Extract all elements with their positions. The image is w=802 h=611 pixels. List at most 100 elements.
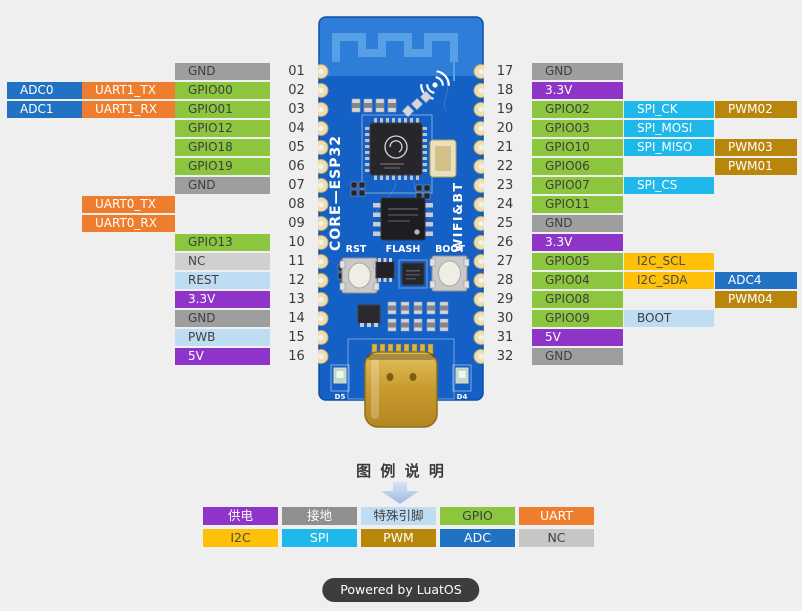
pin-box-nc: NC xyxy=(175,253,270,270)
pin-box-gnd: GND xyxy=(175,177,270,194)
pin-box-spi-cs: SPI_CS xyxy=(624,177,714,194)
pin-box-uart1-tx: UART1_TX xyxy=(82,82,175,99)
pin-row-06: 06 GPIO19 xyxy=(0,158,310,175)
pin-box-rest: REST xyxy=(175,272,270,289)
pin-row-13: 13 3.3V xyxy=(0,291,310,308)
pin-box-pwm04: PWM04 xyxy=(715,291,797,308)
pin-box-adc4: ADC4 xyxy=(715,272,797,289)
pin-box-gpio19: GPIO19 xyxy=(175,158,270,175)
pin-row-21: 21 GPIO10 SPI_MISO PWM03 xyxy=(492,139,802,156)
pin-number-11: 11 xyxy=(288,254,305,269)
pin-box-gpio05: GPIO05 xyxy=(532,253,623,270)
pin-box-5v: 5V xyxy=(532,329,623,346)
pin-row-24: 24 GPIO11 xyxy=(492,196,802,213)
pin-number-20: 20 xyxy=(496,121,514,136)
pin-row-04: 04 GPIO12 xyxy=(0,120,310,137)
pin-number-23: 23 xyxy=(496,178,514,193)
pin-row-30: 30 GPIO09 BOOT xyxy=(492,310,802,327)
pin-box-gnd: GND xyxy=(532,215,623,232)
pin-row-22: 22 GPIO06 PWM01 xyxy=(492,158,802,175)
pin-number-02: 02 xyxy=(288,83,305,98)
pin-number-16: 16 xyxy=(288,349,305,364)
pin-number-07: 07 xyxy=(288,178,305,193)
pin-box-3.3v: 3.3V xyxy=(532,82,623,99)
board-wireless-label: WIFI&BT xyxy=(450,181,465,252)
led-right-label: D4 xyxy=(457,393,468,401)
rst-button xyxy=(339,257,380,294)
pin-number-24: 24 xyxy=(496,197,514,212)
pin-box-i2c-sda: I2C_SDA xyxy=(624,272,714,289)
pin-box-uart1-rx: UART1_RX xyxy=(82,101,175,118)
pin-number-29: 29 xyxy=(496,292,514,307)
boot-label: BOOT xyxy=(435,244,465,255)
pin-box-5v: 5V xyxy=(175,348,270,365)
pin-row-11: 11 NC xyxy=(0,253,310,270)
pin-box-pwm02: PWM02 xyxy=(715,101,797,118)
down-arrow-icon xyxy=(381,482,419,504)
legend-item-gpio: GPIO xyxy=(440,507,515,525)
pin-box-spi-mosi: SPI_MOSI xyxy=(624,120,714,137)
pin-box-uart0-rx: UART0_RX xyxy=(82,215,175,232)
pin-box-3.3v: 3.3V xyxy=(532,234,623,251)
pin-row-31: 31 5V xyxy=(492,329,802,346)
pin-number-09: 09 xyxy=(288,216,305,231)
legend-item-spi: SPI xyxy=(282,529,357,547)
pin-box-adc0: ADC0 xyxy=(7,82,82,99)
powered-by-badge: Powered by LuatOS xyxy=(322,578,480,602)
crystal-component xyxy=(429,139,457,178)
pin-box-gpio08: GPIO08 xyxy=(532,291,623,308)
pin-number-32: 32 xyxy=(496,349,514,364)
pin-number-18: 18 xyxy=(496,83,514,98)
pin-row-08: 08 UART0_TX xyxy=(0,196,310,213)
pin-box-adc1: ADC1 xyxy=(7,101,82,118)
pin-row-10: 10 GPIO13 xyxy=(0,234,310,251)
pin-number-05: 05 xyxy=(288,140,305,155)
pin-row-01: 01 GND xyxy=(0,63,310,80)
pin-number-22: 22 xyxy=(496,159,514,174)
board-title-vertical: CORE—ESP32 xyxy=(328,135,344,251)
pin-number-26: 26 xyxy=(496,235,514,250)
antenna-trace xyxy=(332,33,458,62)
legend-title: 图 例 说 明 xyxy=(356,462,446,480)
pin-row-27: 27 GPIO05 I2C_SCL xyxy=(492,253,802,270)
castellated-pads xyxy=(318,64,484,364)
pin-number-03: 03 xyxy=(288,102,305,117)
pin-box-gnd: GND xyxy=(532,348,623,365)
pin-number-04: 04 xyxy=(288,121,305,136)
pin-row-02: 02 GPIO00 UART1_TX ADC0 xyxy=(0,82,310,99)
flash-chip xyxy=(373,197,433,241)
pin-row-07: 07 GND xyxy=(0,177,310,194)
pin-number-13: 13 xyxy=(288,292,305,307)
pin-box-gnd: GND xyxy=(532,63,623,80)
legend-item-legend_nc: NC xyxy=(519,529,594,547)
legend-item-i2c: I2C xyxy=(203,529,278,547)
pin-box-boot: BOOT xyxy=(624,310,714,327)
legend-item-power: 供电 xyxy=(203,507,278,525)
pin-box-spi-ck: SPI_CK xyxy=(624,101,714,118)
pin-number-30: 30 xyxy=(496,311,514,326)
pin-row-28: 28 GPIO04 I2C_SDA ADC4 xyxy=(492,272,802,289)
legend-item-special: 特殊引脚 xyxy=(361,507,436,525)
pin-box-gpio18: GPIO18 xyxy=(175,139,270,156)
pin-row-23: 23 GPIO07 SPI_CS xyxy=(492,177,802,194)
pin-box-gnd: GND xyxy=(175,63,270,80)
pin-number-31: 31 xyxy=(496,330,514,345)
pin-row-19: 19 GPIO02 SPI_CK PWM02 xyxy=(492,101,802,118)
pin-row-14: 14 GND xyxy=(0,310,310,327)
usb-c-connector xyxy=(364,343,438,428)
pin-number-15: 15 xyxy=(288,330,305,345)
pin-box-gpio12: GPIO12 xyxy=(175,120,270,137)
pin-row-32: 32 GND xyxy=(492,348,802,365)
pin-box-gpio09: GPIO09 xyxy=(532,310,623,327)
pin-number-17: 17 xyxy=(496,64,514,79)
pin-box-gpio06: GPIO06 xyxy=(532,158,623,175)
pin-row-25: 25 GND xyxy=(492,215,802,232)
pin-box-pwm03: PWM03 xyxy=(715,139,797,156)
led-right: D4 xyxy=(452,364,472,401)
legend-item-legend_gnd: 接地 xyxy=(282,507,357,525)
pin-box-gnd: GND xyxy=(175,310,270,327)
pin-row-18: 18 3.3V xyxy=(492,82,802,99)
pin-box-gpio04: GPIO04 xyxy=(532,272,623,289)
pin-row-26: 26 3.3V xyxy=(492,234,802,251)
pin-number-01: 01 xyxy=(288,64,305,79)
